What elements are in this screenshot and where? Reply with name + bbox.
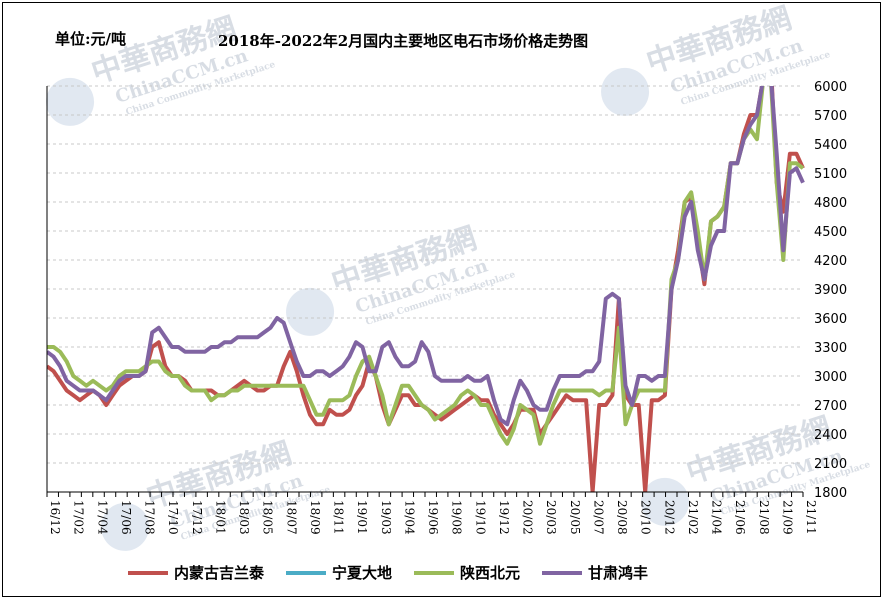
watermark-globe-icon — [601, 67, 650, 116]
x-tick-label: 19/01 — [355, 500, 369, 535]
y-tick-label: 2400 — [814, 428, 847, 443]
y-tick-label: 6000 — [814, 80, 847, 95]
legend-item-2: 宁夏大地 — [286, 562, 392, 583]
x-tick-label: 19/10 — [473, 500, 487, 535]
watermark-globe-icon — [641, 477, 690, 526]
y-tick-label: 2700 — [814, 399, 847, 414]
legend-item-4: 甘肃鸿丰 — [542, 562, 648, 583]
x-tick-label: 16/12 — [48, 500, 62, 535]
y-tick-label: 5700 — [814, 109, 847, 124]
x-tick-label: 17/04 — [95, 500, 109, 535]
x-tick-label: 19/12 — [497, 500, 511, 535]
x-tick-label: 20/12 — [662, 500, 676, 535]
x-tick-label: 20/02 — [521, 500, 535, 535]
y-tick-label: 3600 — [814, 312, 847, 327]
legend-label-4: 甘肃鸿丰 — [588, 564, 649, 582]
legend-swatch-3 — [414, 570, 455, 575]
x-tick-label: 20/10 — [639, 500, 653, 535]
x-tick-label: 17/02 — [72, 500, 86, 535]
legend-label-2: 宁夏大地 — [332, 564, 393, 582]
x-tick-label: 21/08 — [757, 500, 771, 535]
axes — [46, 86, 804, 497]
y-tick-label: 5400 — [814, 138, 847, 153]
x-tick-label: 20/05 — [568, 500, 582, 535]
chart-title: 2018年-2022年2月国内主要地区电石市场价格走势图 — [218, 32, 589, 50]
unit-label: 单位:元/吨 — [55, 30, 127, 48]
x-tick-label: 21/09 — [780, 500, 794, 535]
y-tick-label: 1800 — [814, 486, 847, 501]
grid-lines — [47, 85, 803, 464]
chart-legend: 内蒙古吉兰泰 宁夏大地 陕西北元 甘肃鸿丰 — [128, 562, 670, 583]
x-tick-label: 19/04 — [402, 500, 416, 535]
x-tick-label: 19/06 — [426, 500, 440, 535]
x-tick-label: 17/08 — [143, 500, 157, 535]
x-tick-label: 20/08 — [615, 500, 629, 535]
legend-item-3: 陕西北元 — [414, 562, 520, 583]
y-tick-label: 4500 — [814, 225, 847, 240]
y-tick-label: 5100 — [814, 167, 847, 182]
y-tick-label: 2100 — [814, 457, 847, 472]
legend-swatch-2 — [286, 570, 327, 575]
x-tick-label: 18/09 — [308, 500, 322, 535]
y-tick-label: 4200 — [814, 254, 847, 269]
x-tick-label: 19/08 — [450, 500, 464, 535]
legend-swatch-1 — [128, 570, 168, 575]
x-tick-label: 21/02 — [686, 500, 700, 535]
x-tick-label: 17/10 — [166, 500, 180, 535]
x-tick-label: 21/06 — [733, 500, 747, 535]
x-tick-label: 17/12 — [190, 500, 204, 535]
x-tick-label: 20/07 — [591, 500, 605, 535]
y-tick-label: 4800 — [814, 196, 847, 211]
x-tick-label: 18/01 — [213, 500, 227, 535]
x-tick-label: 21/04 — [710, 500, 724, 535]
watermark-globe-icon — [46, 77, 95, 126]
legend-label-3: 陕西北元 — [460, 564, 521, 582]
x-tick-label: 19/03 — [379, 500, 393, 535]
x-tick-label: 21/11 — [804, 500, 818, 535]
x-tick-label: 18/11 — [332, 500, 346, 535]
y-tick-label: 3300 — [814, 341, 847, 356]
y-tick-label: 3900 — [814, 283, 847, 298]
x-tick-label: 18/05 — [261, 500, 275, 535]
x-tick-label: 17/06 — [119, 500, 133, 535]
y-tick-labels: 1800 2100 2400 2700 3000 3300 3600 3900 4200 4500… — [814, 80, 847, 501]
x-tick-labels: 16/12 17/02 17/04 17/06 17/08 17/10 17/12 18/01… — [48, 500, 818, 535]
watermark-globe-icon — [286, 287, 335, 336]
x-tick-label: 20/03 — [544, 500, 558, 535]
legend-swatch-4 — [542, 570, 583, 575]
watermark-globe-icon — [101, 502, 150, 551]
series-layer — [47, 86, 805, 492]
legend-item-1: 内蒙古吉兰泰 — [128, 562, 264, 583]
legend-label-1: 内蒙古吉兰泰 — [174, 564, 265, 582]
x-tick-label: 18/03 — [237, 500, 251, 535]
x-tick-label: 18/07 — [284, 500, 298, 535]
y-tick-label: 3000 — [814, 370, 847, 385]
series-line-4 — [47, 86, 805, 427]
